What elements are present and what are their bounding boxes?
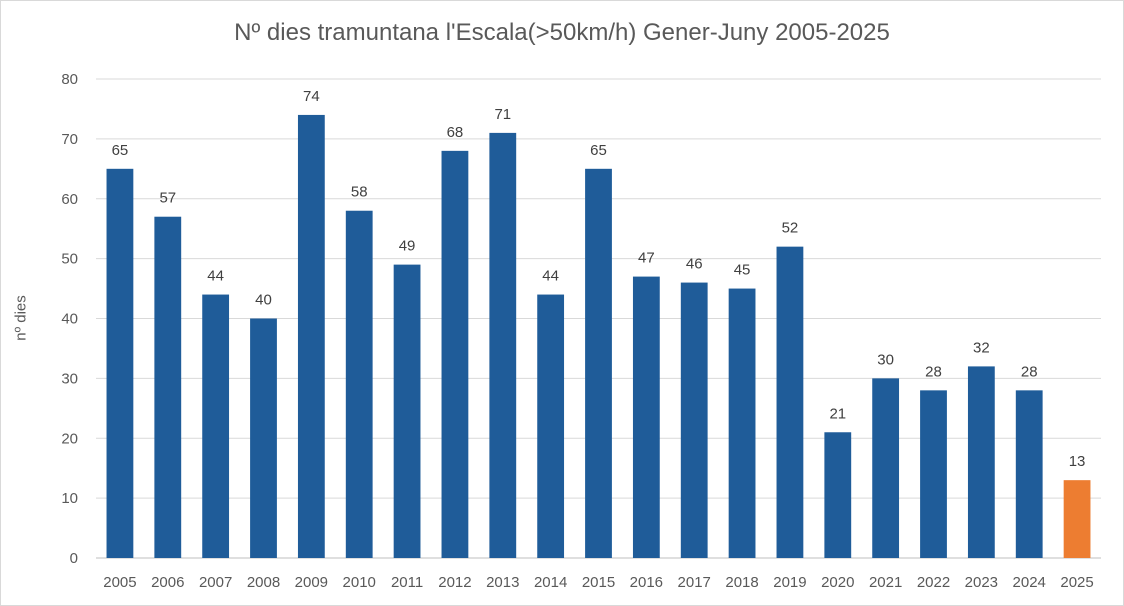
data-label-2017: 46 — [686, 256, 703, 273]
y-tick-label: 0 — [70, 550, 78, 567]
bar-2012 — [441, 150, 469, 558]
bar-2008 — [250, 318, 277, 558]
y-tick-label: 70 — [61, 131, 78, 148]
x-tick-label-2016: 2016 — [630, 574, 663, 591]
x-tick-label-2012: 2012 — [438, 574, 471, 591]
data-label-2016: 47 — [638, 250, 655, 267]
bar-2021 — [872, 378, 900, 558]
data-label-2007: 44 — [207, 268, 224, 285]
data-label-2020: 21 — [829, 405, 846, 422]
x-tick-label-2014: 2014 — [534, 574, 567, 591]
bar-2005 — [106, 168, 134, 558]
y-tick-label: 60 — [61, 191, 78, 208]
x-tick-label-2022: 2022 — [917, 574, 950, 591]
x-tick-label-2021: 2021 — [869, 574, 902, 591]
x-tick-label-2015: 2015 — [582, 574, 615, 591]
bar-2022 — [920, 390, 947, 558]
x-tick-label-2010: 2010 — [343, 574, 376, 591]
data-label-2021: 30 — [877, 351, 894, 368]
bar-2007 — [202, 294, 230, 558]
x-tick-label-2013: 2013 — [486, 574, 519, 591]
x-tick-label-2024: 2024 — [1013, 574, 1046, 591]
data-label-2012: 68 — [447, 124, 464, 141]
x-tick-label-2011: 2011 — [391, 574, 423, 591]
y-tick-label: 20 — [61, 430, 78, 447]
data-label-2018: 45 — [734, 262, 751, 279]
bar-2006 — [154, 216, 182, 558]
bar-2016 — [632, 276, 660, 558]
data-label-2023: 32 — [973, 339, 990, 356]
bar-2019 — [776, 246, 804, 558]
x-tick-label-2018: 2018 — [725, 574, 758, 591]
bar-2009 — [297, 114, 325, 559]
x-tick-label-2020: 2020 — [821, 574, 854, 591]
data-label-2014: 44 — [542, 268, 559, 285]
x-tick-label-2008: 2008 — [247, 574, 280, 591]
y-tick-label: 40 — [61, 311, 78, 328]
bar-2013 — [489, 132, 517, 558]
data-label-2009: 74 — [303, 88, 320, 105]
y-tick-label: 30 — [61, 370, 78, 387]
data-label-2024: 28 — [1021, 363, 1038, 380]
data-label-2019: 52 — [782, 220, 799, 237]
bar-2015 — [585, 168, 612, 558]
bar-2023 — [967, 366, 995, 558]
y-tick-label: 50 — [61, 251, 78, 268]
data-label-2022: 28 — [925, 363, 942, 380]
x-tick-label-2009: 2009 — [295, 574, 328, 591]
x-tick-label-2017: 2017 — [678, 574, 711, 591]
x-tick-label-2005: 2005 — [103, 574, 136, 591]
y-tick-label: 80 — [61, 71, 78, 88]
bar-2014 — [537, 294, 565, 558]
data-label-2025: 13 — [1069, 453, 1086, 470]
bar-2011 — [393, 264, 421, 558]
bar-2018 — [728, 288, 756, 558]
bar-2020 — [824, 432, 852, 558]
x-tick-label-2006: 2006 — [151, 574, 184, 591]
x-tick-label-2025: 2025 — [1060, 574, 1093, 591]
bar-2025 — [1063, 480, 1091, 558]
data-label-2006: 57 — [159, 190, 176, 207]
data-label-2013: 71 — [494, 106, 511, 123]
data-label-2015: 65 — [590, 142, 607, 159]
data-label-2008: 40 — [255, 292, 272, 309]
bar-2024 — [1015, 390, 1043, 558]
y-tick-label: 10 — [61, 490, 78, 507]
bar-2017 — [680, 282, 708, 558]
x-tick-label-2019: 2019 — [773, 574, 806, 591]
bar-2010 — [345, 210, 373, 558]
chart-title: Nº dies tramuntana l'Escala(>50km/h) Gen… — [234, 19, 890, 46]
data-label-2011: 49 — [399, 238, 416, 255]
x-tick-label-2023: 2023 — [965, 574, 998, 591]
data-label-2005: 65 — [112, 142, 129, 159]
x-tick-label-2007: 2007 — [199, 574, 232, 591]
data-label-2010: 58 — [351, 184, 368, 201]
